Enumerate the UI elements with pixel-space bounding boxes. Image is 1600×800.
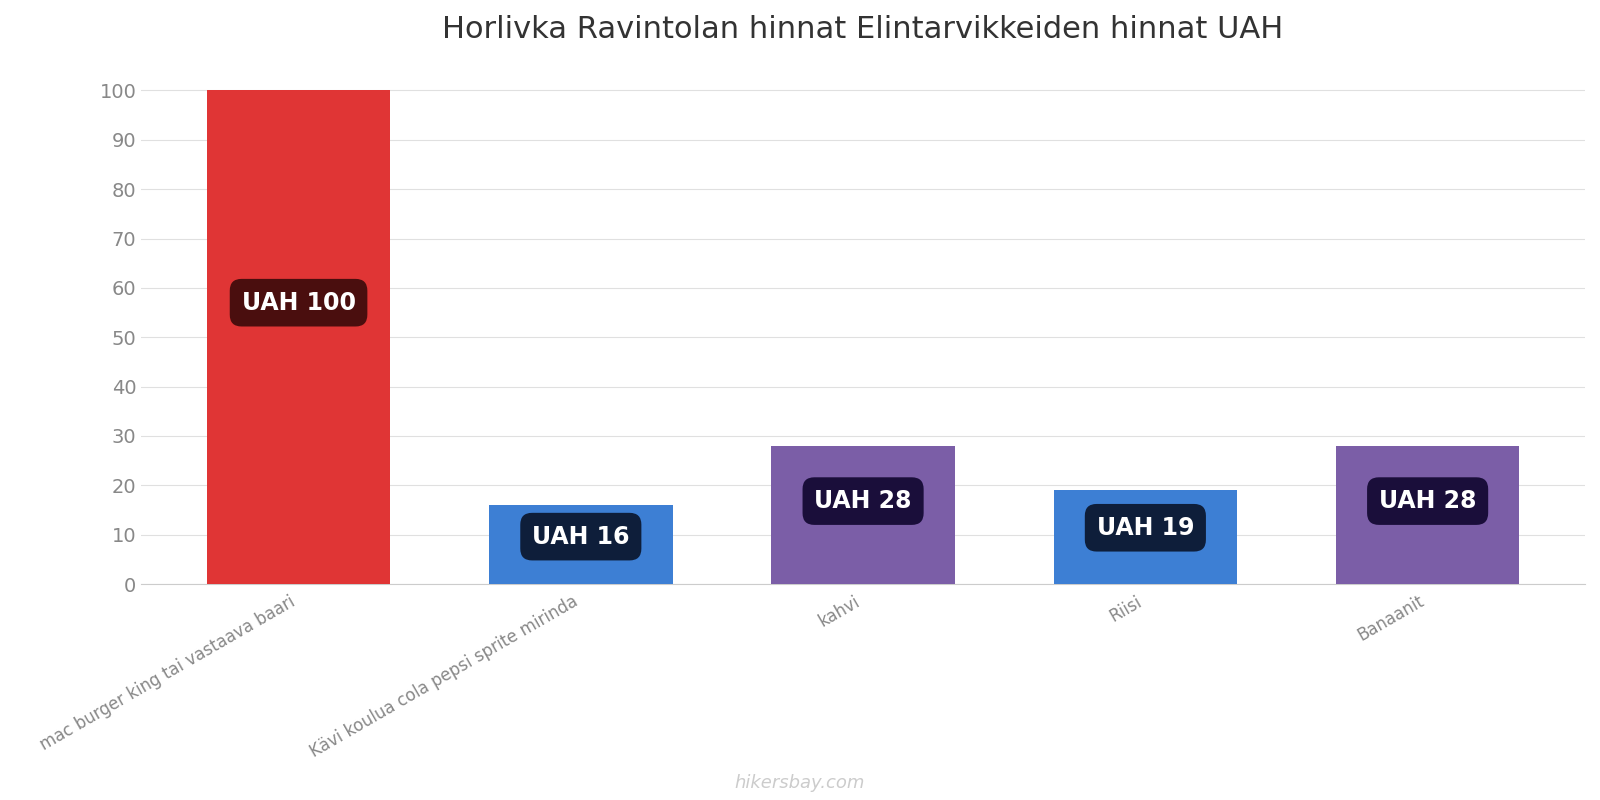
Text: UAH 19: UAH 19: [1096, 516, 1194, 540]
Text: UAH 16: UAH 16: [533, 525, 629, 549]
Text: UAH 100: UAH 100: [242, 290, 355, 314]
Bar: [206, 90, 390, 584]
Bar: [1054, 490, 1237, 584]
Bar: [1336, 446, 1520, 584]
Bar: [771, 446, 955, 584]
Bar: [490, 505, 672, 584]
Text: UAH 28: UAH 28: [814, 489, 912, 513]
Text: hikersbay.com: hikersbay.com: [734, 774, 866, 792]
Text: UAH 28: UAH 28: [1379, 489, 1477, 513]
Title: Horlivka Ravintolan hinnat Elintarvikkeiden hinnat UAH: Horlivka Ravintolan hinnat Elintarvikkei…: [443, 15, 1283, 44]
